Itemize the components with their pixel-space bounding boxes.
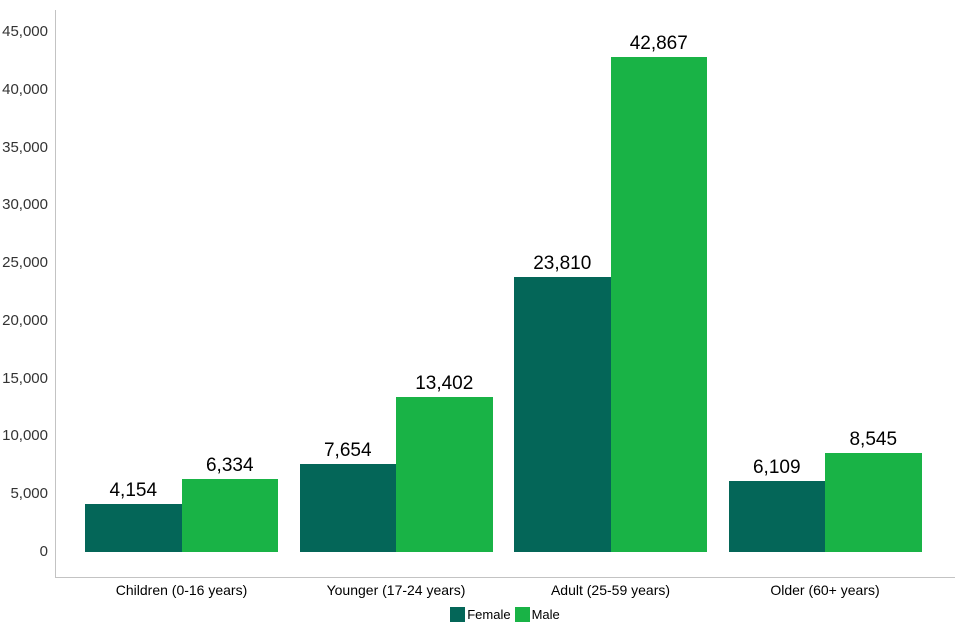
bar-value-label: 42,867 <box>629 32 688 54</box>
category-label: Older (60+ years) <box>770 582 880 598</box>
bar-male-3 <box>825 453 922 552</box>
bar-value-label: 6,109 <box>752 457 801 479</box>
bar-value-label: 7,654 <box>323 439 372 461</box>
legend-swatch-icon <box>514 607 530 622</box>
bar-female-3 <box>728 481 825 552</box>
y-axis-tick-label: 5,000 <box>10 485 48 503</box>
category-label: Children (0-16 years) <box>115 582 248 598</box>
legend-item-male: Male <box>514 607 560 622</box>
y-axis-tick-label: 30,000 <box>2 196 48 214</box>
legend-label: Female <box>467 607 511 622</box>
legend-swatch-icon <box>450 607 466 622</box>
y-axis-tick-label: 25,000 <box>2 254 48 272</box>
y-axis-tick-label: 40,000 <box>2 80 48 98</box>
category-label: Younger (17-24 years) <box>326 582 466 598</box>
x-axis-line <box>55 577 955 578</box>
bar-value-label: 6,334 <box>205 454 254 476</box>
bar-value-label: 23,810 <box>533 252 592 274</box>
y-axis-line <box>55 10 56 577</box>
bar-female-1 <box>299 463 396 552</box>
y-axis-tick-label: 35,000 <box>2 138 48 156</box>
bar-female-2 <box>514 276 611 552</box>
legend-item-female: Female <box>450 607 511 622</box>
bar-value-label: 8,545 <box>849 429 898 451</box>
legend-label: Male <box>531 607 560 622</box>
bar-male-1 <box>396 397 493 552</box>
bar-value-label: 13,402 <box>415 373 474 395</box>
y-axis-tick-label: 20,000 <box>2 311 48 329</box>
y-axis-tick-label: 0 <box>39 543 48 560</box>
y-axis-tick-label: 15,000 <box>2 369 48 387</box>
bar-male-0 <box>181 478 278 552</box>
category-label: Adult (25-59 years) <box>550 582 671 598</box>
bar-female-0 <box>85 503 182 552</box>
y-axis-tick-label: 10,000 <box>2 427 48 445</box>
bar-male-2 <box>610 56 707 552</box>
bar-value-label: 4,154 <box>109 479 158 501</box>
legend: Female Male <box>55 607 955 622</box>
y-axis-tick-label: 45,000 <box>2 23 48 40</box>
